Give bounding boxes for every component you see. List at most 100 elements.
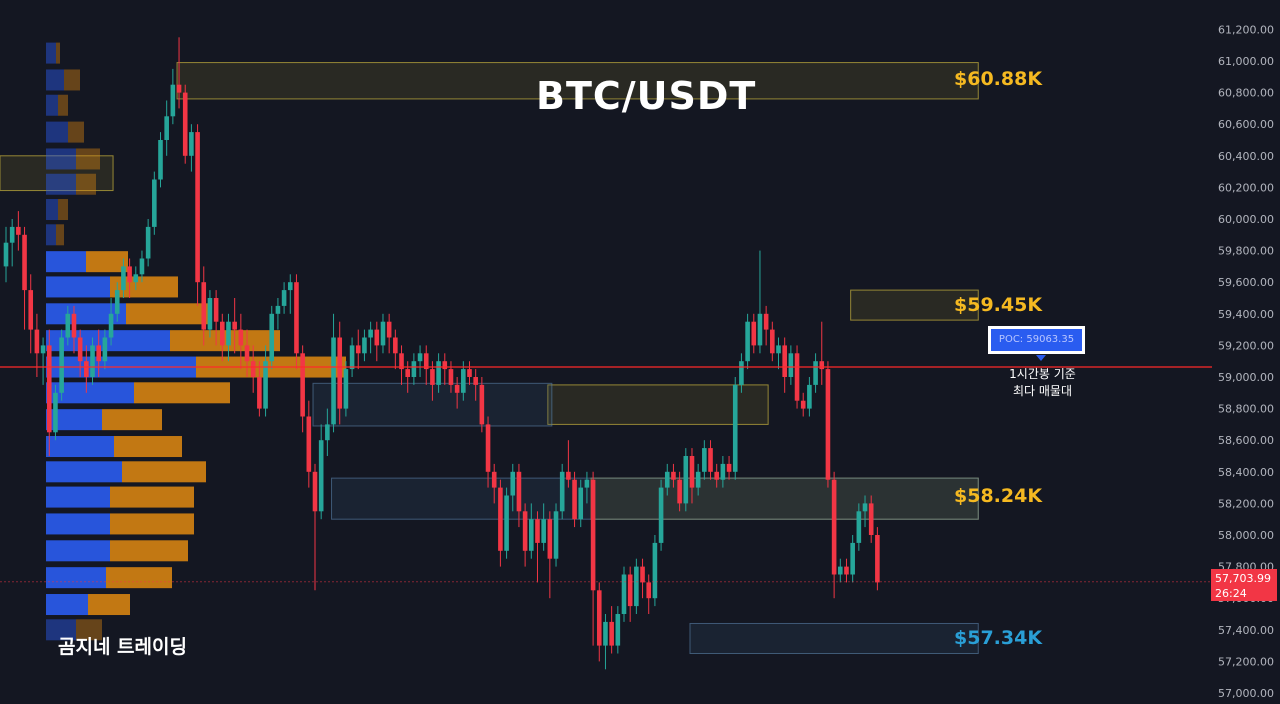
current-price-value: 57,703.99	[1215, 572, 1271, 585]
poc-note: 1시간봉 기준 최다 매물대	[1000, 366, 1085, 400]
candle-body-89	[553, 511, 559, 559]
candle-body-20	[127, 266, 132, 283]
candle-body-18	[114, 290, 120, 314]
candle-body-137	[850, 542, 855, 575]
candle-body-40	[250, 361, 256, 377]
candle-body-132	[819, 361, 825, 370]
volume-up-bar-8	[46, 251, 86, 273]
candle-body-97	[603, 621, 608, 646]
watermark: 곰지네 트레이딩	[58, 636, 187, 658]
candle-body-94	[584, 479, 590, 488]
zone-7	[689, 622, 979, 654]
candle-body-138	[856, 511, 862, 543]
volume-up-bar-13	[46, 382, 134, 404]
volume-up-bar-21	[46, 594, 88, 616]
candle-body-24	[152, 179, 157, 227]
volume-down-bar-17	[110, 486, 194, 508]
candle-body-109	[677, 479, 682, 504]
volume-up-bar-19	[46, 540, 110, 562]
candle-body-120	[745, 321, 750, 362]
zone-3	[547, 384, 769, 425]
volume-down-bar-19	[110, 540, 188, 562]
candle-body-114	[708, 448, 713, 472]
y-tick-label: 57,400.00	[1218, 624, 1274, 637]
candle-body-95	[590, 479, 596, 591]
candle-body-8	[53, 392, 58, 433]
volume-down-bar-7	[56, 224, 64, 246]
level-label-60880: $60.88K	[954, 67, 1043, 90]
candle-body-3	[22, 234, 27, 291]
candle-body-78	[485, 424, 491, 472]
candle-body-112	[695, 471, 701, 488]
y-tick-label: 58,200.00	[1218, 497, 1274, 510]
candle-body-91	[566, 471, 571, 480]
candle-body-130	[807, 384, 812, 409]
candle-body-38	[238, 329, 244, 346]
candle-body-6	[40, 345, 46, 354]
candle-body-52	[325, 424, 330, 441]
candle-body-51	[318, 440, 324, 512]
y-tick-label: 57,000.00	[1218, 687, 1274, 700]
zone-2	[850, 289, 979, 321]
volume-down-bar-5	[76, 173, 96, 195]
candle-body-35	[220, 321, 225, 346]
y-tick-label: 58,400.00	[1218, 466, 1274, 479]
candle-body-88	[547, 519, 553, 559]
volume-down-bar-4	[76, 148, 100, 170]
candle-body-81	[504, 495, 509, 551]
volume-up-bar-20	[46, 567, 106, 589]
candle-body-55	[343, 369, 349, 409]
candle-body-27	[170, 84, 176, 117]
candle-body-118	[732, 384, 738, 472]
candle-body-37	[232, 321, 237, 330]
candle-body-30	[189, 132, 194, 156]
overlay-lines	[0, 355, 1212, 583]
candle-body-43	[269, 313, 275, 362]
volume-up-bar-5	[46, 173, 76, 195]
candle-body-34	[213, 298, 219, 322]
candle-body-68	[423, 353, 429, 370]
candle-body-47	[294, 282, 299, 354]
candle-body-103	[640, 566, 645, 583]
volume-up-bar-6	[46, 199, 58, 221]
candle-body-1	[9, 226, 15, 243]
chart-title: BTC/USDT	[536, 74, 757, 118]
volume-down-bar-2	[58, 94, 68, 116]
candle-body-99	[615, 614, 621, 646]
volume-up-bar-1	[46, 69, 64, 91]
y-tick-label: 60,200.00	[1218, 181, 1274, 194]
volume-up-bar-2	[46, 94, 58, 116]
candle-body-13	[84, 361, 89, 377]
candle-body-64	[399, 353, 404, 370]
candle-body-73	[454, 384, 460, 393]
volume-up-bar-14	[46, 409, 102, 431]
zone-0	[176, 62, 979, 100]
candle-body-22	[139, 258, 145, 275]
candle-body-106	[658, 487, 664, 543]
candle-body-11	[71, 313, 77, 338]
y-tick-label: 60,000.00	[1218, 213, 1274, 226]
candle-body-105	[652, 542, 658, 599]
candle-body-25	[158, 140, 163, 180]
zone-1	[0, 155, 114, 192]
candle-body-0	[3, 242, 9, 267]
candle-body-129	[800, 400, 806, 409]
candle-body-17	[108, 313, 114, 338]
candle-body-108	[671, 471, 676, 480]
candle-body-82	[510, 471, 516, 496]
candle-body-50	[312, 471, 318, 512]
y-tick-label: 61,200.00	[1218, 23, 1274, 36]
volume-up-bar-3	[46, 121, 68, 143]
volume-up-bar-22	[46, 619, 76, 641]
level-label-58240: $58.24K	[954, 485, 1043, 508]
volume-up-bar-7	[46, 224, 56, 246]
candle-body-98	[609, 621, 614, 646]
candle-body-85	[529, 519, 534, 551]
candle-body-141	[875, 535, 880, 583]
candle-body-45	[281, 290, 287, 306]
candle-body-4	[28, 290, 34, 330]
candle-body-139	[862, 503, 868, 512]
volume-down-bar-1	[64, 69, 80, 91]
y-tick-label: 58,000.00	[1218, 529, 1274, 542]
